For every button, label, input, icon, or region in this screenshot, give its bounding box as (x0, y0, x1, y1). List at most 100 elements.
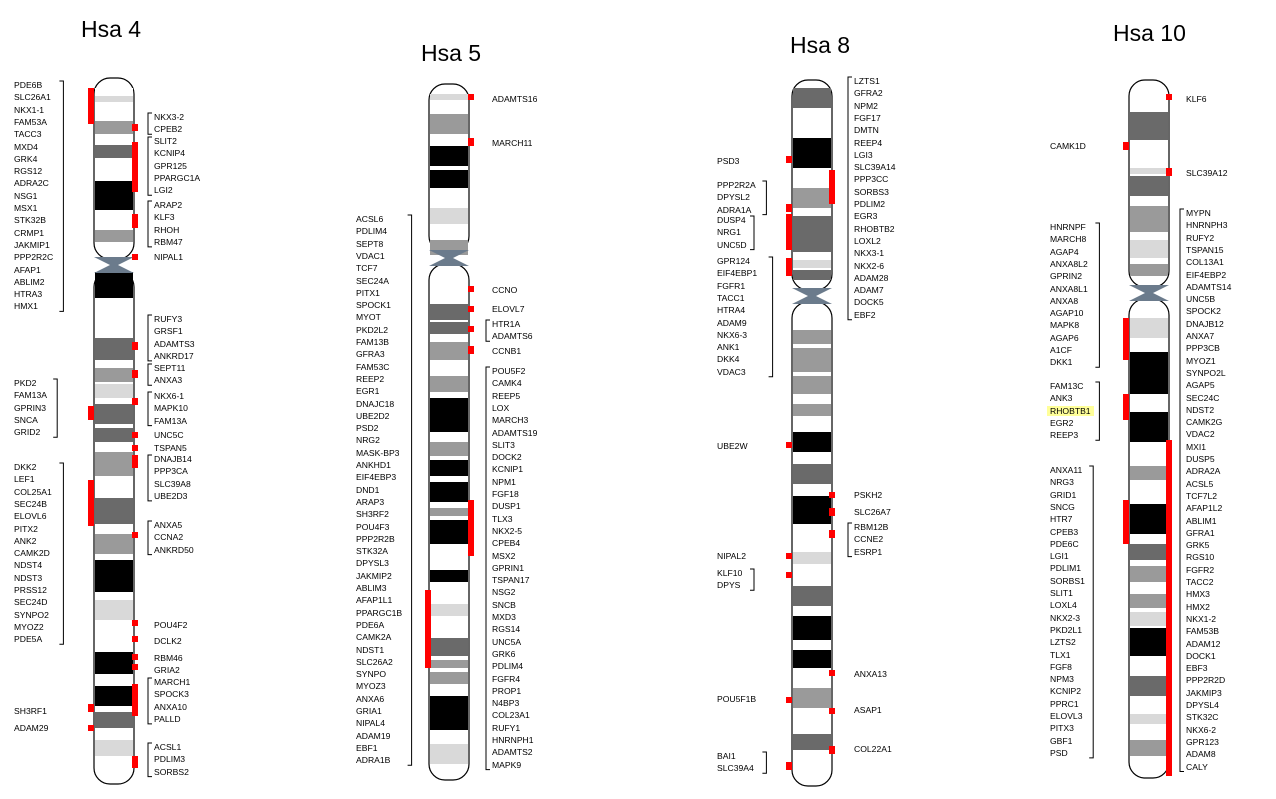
bracket-hsa5-5 (485, 319, 490, 342)
gene-label-egr2: EGR2 (1050, 417, 1074, 428)
gene-label-gpr125: GPR125 (154, 160, 187, 171)
locus-mark-hsa4-6 (132, 370, 138, 378)
gene-label-rgs10: RGS10 (1186, 552, 1215, 563)
locus-mark-hsa5-2 (425, 590, 431, 668)
gene-label-ppp2r2d: PPP2R2D (1186, 675, 1226, 686)
locus-mark-hsa4-8 (132, 398, 138, 405)
chromosome-band-hsa10-1 (1130, 168, 1168, 174)
chromosome-band-hsa5-19 (430, 660, 468, 668)
gene-label-rufy2: RUFY2 (1186, 232, 1215, 243)
gene-label-tlx3: TLX3 (492, 513, 513, 524)
gene-label-sept8: SEPT8 (356, 238, 384, 249)
gene-label-vdac1: VDAC1 (356, 250, 385, 261)
locus-mark-hsa8-0 (829, 170, 835, 204)
gene-label-pou4f3: POU4F3 (356, 521, 390, 532)
gene-label-dock2: DOCK2 (492, 452, 522, 463)
gene-label-dusp5: DUSP5 (1186, 454, 1215, 464)
gene-label-grid1: GRID1 (1050, 489, 1077, 500)
chromosome-band-hsa10-10 (1130, 504, 1168, 534)
locus-mark-hsa4-3 (132, 214, 138, 228)
gene-label-anxa11: ANXA11 (1050, 465, 1083, 475)
chromosome-band-hsa5-6 (430, 304, 468, 320)
gene-label-pprc1: PPRC1 (1050, 698, 1079, 709)
locus-mark-hsa10-1 (1123, 142, 1129, 150)
gene-label-pkd2l2: PKD2L2 (356, 324, 389, 335)
gene-label-msx2: MSX2 (492, 550, 516, 561)
gene-label-nkx3-2: NKX3-2 (154, 112, 185, 122)
gene-label-dkk4: DKK4 (717, 354, 740, 365)
gene-label-adam8: ADAM8 (1186, 749, 1216, 760)
gene-label-tspan15: TSPAN15 (1186, 244, 1224, 255)
gene-label-slit3: SLIT3 (492, 439, 515, 450)
chromosome-band-hsa5-9 (430, 376, 468, 392)
bracket-hsa4-13 (147, 520, 152, 556)
chromosome-band-hsa4-8 (95, 338, 133, 360)
locus-mark-hsa4-13 (132, 532, 138, 538)
bracket-hsa4-3 (147, 200, 152, 248)
gene-label-col22a1: COL22A1 (854, 744, 892, 754)
gene-label-spock3: SPOCK3 (154, 689, 189, 700)
locus-mark-hsa8-11 (829, 670, 835, 676)
gene-label-spock1: SPOCK1 (356, 300, 391, 311)
locus-mark-hsa8-2 (786, 204, 792, 212)
centromere-hsa5 (429, 250, 469, 266)
chromosome-band-hsa8-7 (793, 348, 831, 372)
gene-label-sh3rf2: SH3RF2 (356, 509, 389, 520)
gene-label-fam53b: FAM53B (1186, 626, 1219, 637)
centromere-hsa4 (94, 257, 134, 273)
chromosome-arm-p-hsa5 (428, 83, 470, 253)
locus-mark-hsa4-14 (132, 620, 138, 626)
chromosome-band-hsa4-18 (95, 652, 133, 674)
gene-label-slc26a7: SLC26A7 (854, 507, 891, 517)
gene-label-rgs12: RGS12 (14, 166, 43, 177)
gene-label-sncb: SNCB (492, 599, 516, 610)
gene-label-lgi3: LGI3 (854, 149, 873, 160)
gene-label-dkk2: DKK2 (14, 462, 37, 472)
gene-label-anxa10: ANXA10 (154, 701, 187, 712)
gene-label-gfra2: GFRA2 (854, 88, 883, 99)
gene-label-rbm46: RBM46 (154, 653, 183, 663)
gene-label-nkx2-3: NKX2-3 (1050, 612, 1081, 623)
gene-label-mask-bp3: MASK-BP3 (356, 447, 400, 458)
gene-label-myoz1: MYOZ1 (1186, 355, 1216, 366)
gene-label-reep5: REEP5 (492, 390, 521, 401)
gene-label-jakmip2: JAKMIP2 (356, 570, 392, 581)
chromosome-band-hsa8-11 (793, 464, 831, 484)
gene-label-ppp2r2b: PPP2R2B (356, 533, 395, 544)
gene-label-pde6b: PDE6B (14, 80, 43, 90)
chromosome-band-hsa8-3 (793, 216, 831, 252)
gene-label-synpo2: SYNPO2 (14, 609, 49, 620)
chromosome-band-hsa10-0 (1130, 112, 1168, 140)
gene-label-adamts3: ADAMTS3 (154, 338, 195, 349)
gene-label-adamts14: ADAMTS14 (1186, 281, 1232, 292)
gene-label-ndst3: NDST3 (14, 572, 43, 583)
locus-mark-hsa8-14 (829, 746, 835, 754)
chromosome-band-hsa8-8 (793, 376, 831, 394)
locus-mark-hsa8-13 (829, 708, 835, 714)
chromosome-band-hsa8-9 (793, 404, 831, 416)
chromosome-band-hsa5-12 (430, 460, 468, 476)
locus-mark-hsa4-16 (132, 654, 138, 660)
chromosome-band-hsa10-5 (1130, 264, 1168, 276)
gene-label-ppp3cb: PPP3CB (1186, 343, 1220, 354)
bracket-hsa4-7 (53, 378, 58, 438)
gene-label-lzts1: LZTS1 (854, 76, 880, 86)
gene-label-hnrnph1: HNRNPH1 (492, 735, 534, 745)
chromosome-band-hsa5-4 (430, 208, 468, 224)
chromosome-band-hsa5-3 (430, 170, 468, 188)
bracket-hsa4-12 (59, 462, 64, 645)
gene-label-tspan5: TSPAN5 (154, 443, 187, 453)
gene-label-nrg3: NRG3 (1050, 477, 1074, 488)
gene-label-myot: MYOT (356, 312, 381, 323)
gene-label-pitx3: PITX3 (1050, 723, 1074, 734)
gene-label-reep2: REEP2 (356, 373, 385, 384)
locus-mark-hsa10-4 (1166, 440, 1172, 776)
chromosome-band-hsa8-6 (793, 330, 831, 344)
gene-label-acsl5: ACSL5 (1186, 478, 1214, 489)
gene-label-slc39a8: SLC39A8 (154, 478, 191, 489)
locus-mark-hsa4-15 (132, 636, 138, 642)
gene-label-agap6: AGAP6 (1050, 332, 1079, 343)
gene-label-gfra3: GFRA3 (356, 349, 385, 360)
chromosome-band-hsa5-22 (430, 744, 468, 764)
